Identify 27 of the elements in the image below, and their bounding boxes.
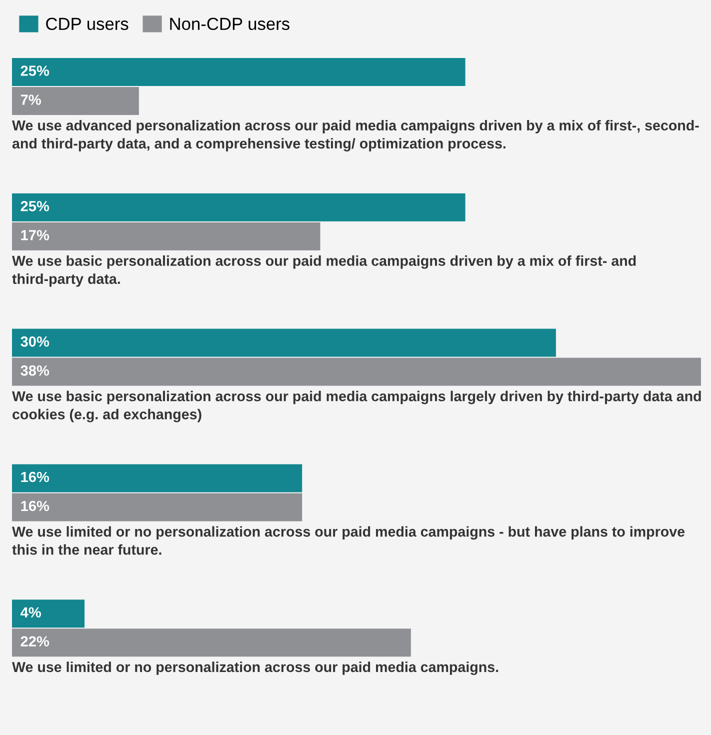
bar <box>12 328 556 357</box>
bar <box>12 193 466 222</box>
data-label: 30% <box>20 336 50 347</box>
y-tick-label: We use advanced personalization across our paid media campaigns driven by a mix of first-, second- and third-party data, and a comprehensive testing/ optimization process. <box>12 120 699 152</box>
bar <box>12 58 466 86</box>
y-tick-label: We use basic personalization across our paid media campaigns largely driven by third-party data and cookies (e.g. ad exchanges) <box>12 390 701 422</box>
bar <box>12 358 701 386</box>
data-label: 22% <box>20 636 50 646</box>
legend-label: CDP users <box>46 18 128 30</box>
bar <box>12 87 139 115</box>
data-label: 17% <box>21 230 50 240</box>
data-label: 25% <box>20 200 50 212</box>
bar <box>12 628 411 657</box>
y-tick-label: We use basic personalization across our paid media campaigns driven by a mix of first- and third-party data. <box>12 255 636 287</box>
data-label: 25% <box>20 66 50 76</box>
y-tick-label: We use limited or no personalization across our paid media campaigns - but have plans to improve this in the near future. <box>12 526 685 555</box>
legend-label: Non-CDP users <box>170 18 290 30</box>
bar <box>12 464 302 492</box>
bar <box>12 222 320 250</box>
data-label: 16% <box>21 472 50 482</box>
bar <box>12 493 302 522</box>
bar <box>12 600 85 628</box>
data-label: 38% <box>20 365 50 376</box>
data-label: 4% <box>20 607 41 618</box>
data-label: 16% <box>21 500 50 512</box>
data-label: 7% <box>20 94 41 105</box>
y-tick-label: We use limited or no personalization across our paid media campaigns. <box>12 662 498 675</box>
